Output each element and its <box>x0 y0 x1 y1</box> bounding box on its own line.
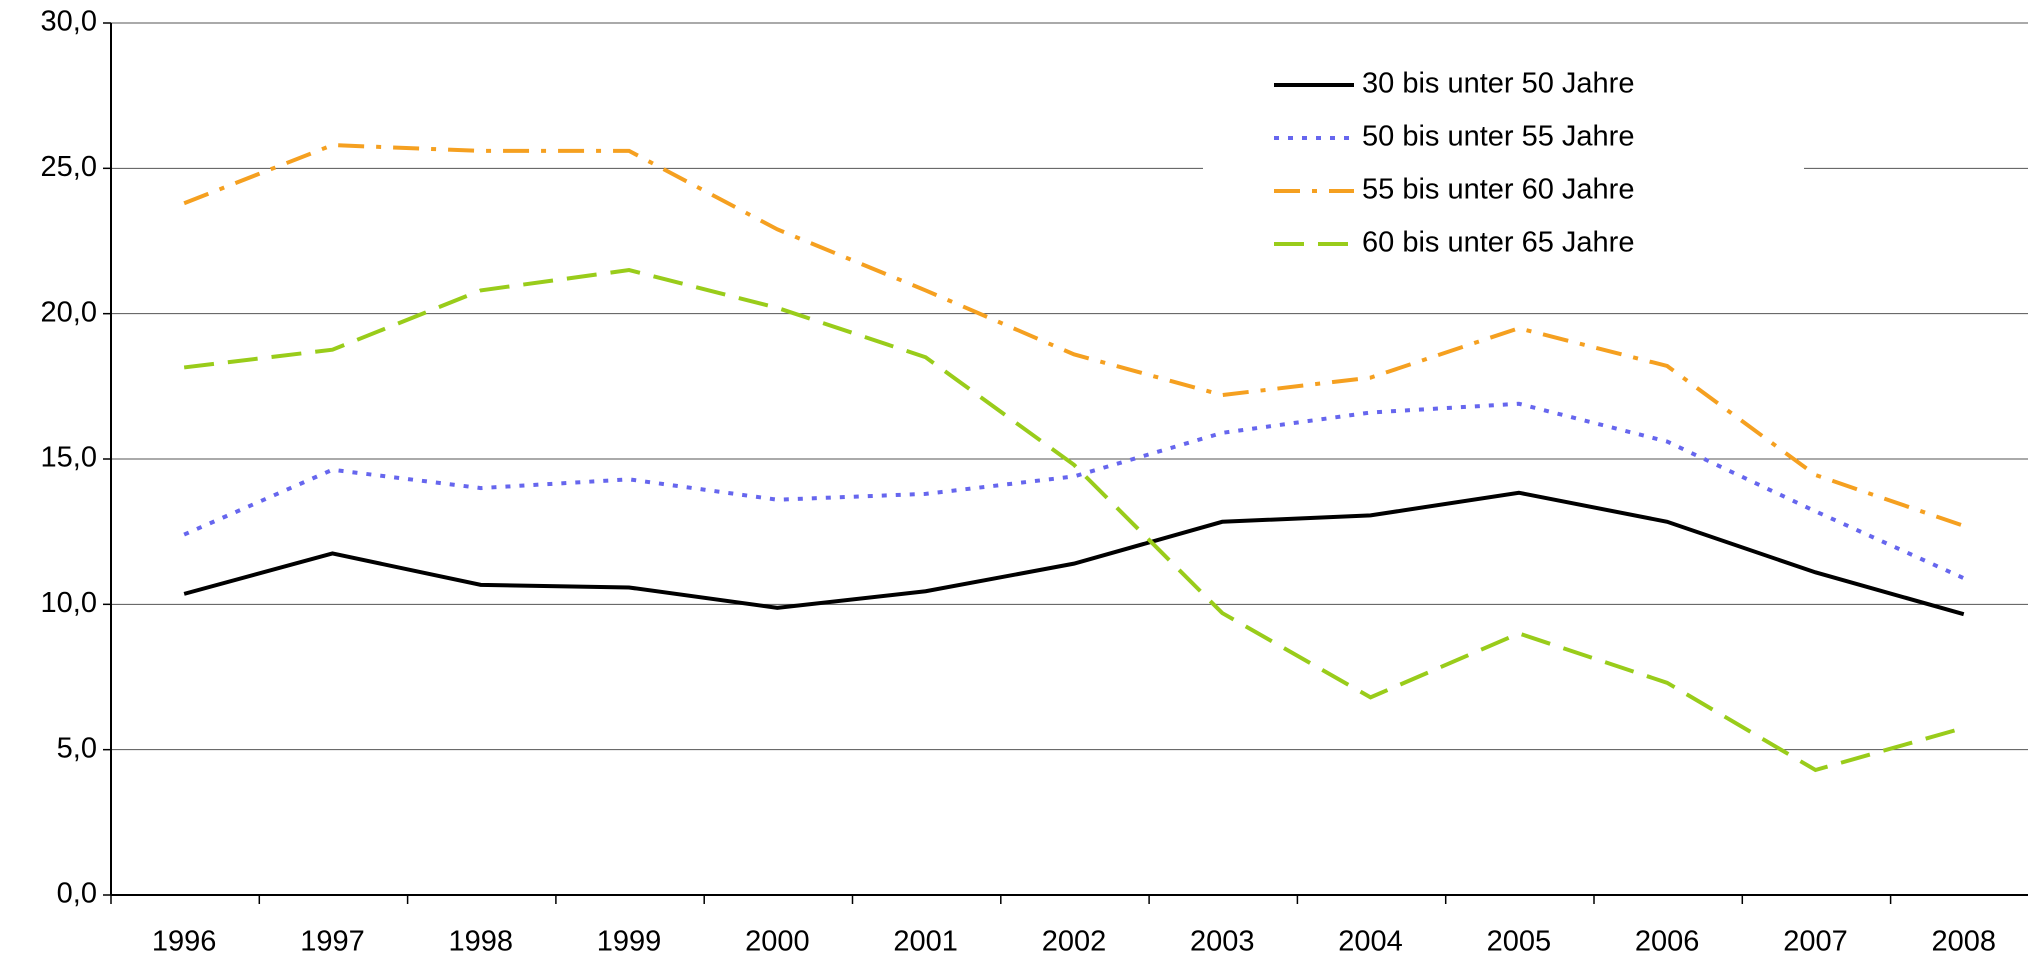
legend-box <box>1203 60 1804 260</box>
series-line <box>183 143 1965 528</box>
y-tick-label: 5,0 <box>57 732 97 764</box>
legend-label: 60 bis unter 65 Jahre <box>1362 227 1634 259</box>
y-tick-label: 0,0 <box>57 878 97 910</box>
x-tick-label: 1999 <box>597 926 662 958</box>
series-line <box>183 401 1965 580</box>
x-tick-label: 1996 <box>152 926 217 958</box>
x-tick-label: 2007 <box>1783 926 1848 958</box>
y-tick-label: 25,0 <box>41 151 97 183</box>
y-tick-label: 20,0 <box>41 296 97 328</box>
x-tick-label: 2000 <box>745 926 810 958</box>
x-tick-label: 2002 <box>1042 926 1107 958</box>
x-tick-label: 2008 <box>1931 926 1996 958</box>
x-tick-label: 2006 <box>1635 926 1700 958</box>
x-tick-label: 2003 <box>1190 926 1255 958</box>
legend-label: 55 bis unter 60 Jahre <box>1362 174 1634 206</box>
y-tick-label: 30,0 <box>41 6 97 38</box>
x-tick-label: 2005 <box>1487 926 1552 958</box>
x-tick-label: 2004 <box>1338 926 1403 958</box>
x-tick-label: 1998 <box>448 926 513 958</box>
series-line <box>183 490 1965 617</box>
y-tick-label: 15,0 <box>41 442 97 474</box>
x-tick-label: 2001 <box>893 926 958 958</box>
legend-label: 30 bis unter 50 Jahre <box>1362 68 1634 100</box>
x-tick-label: 1997 <box>300 926 365 958</box>
legend-label: 50 bis unter 55 Jahre <box>1362 121 1634 153</box>
series-line <box>183 268 1965 773</box>
y-tick-label: 10,0 <box>41 587 97 619</box>
